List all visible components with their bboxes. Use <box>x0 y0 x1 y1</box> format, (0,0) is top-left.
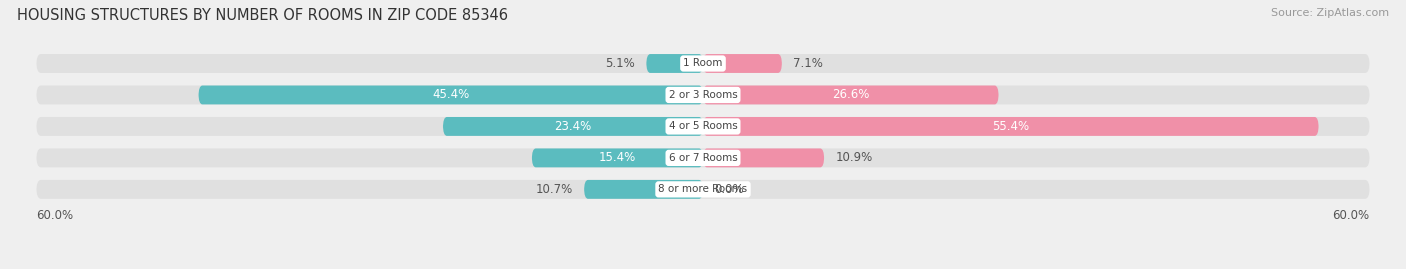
FancyBboxPatch shape <box>531 148 703 167</box>
Text: 23.4%: 23.4% <box>554 120 592 133</box>
Text: Source: ZipAtlas.com: Source: ZipAtlas.com <box>1271 8 1389 18</box>
FancyBboxPatch shape <box>37 117 1369 136</box>
Text: 26.6%: 26.6% <box>832 89 869 101</box>
Text: 60.0%: 60.0% <box>1333 209 1369 222</box>
Text: 2 or 3 Rooms: 2 or 3 Rooms <box>669 90 737 100</box>
FancyBboxPatch shape <box>37 180 1369 199</box>
Text: 15.4%: 15.4% <box>599 151 636 164</box>
FancyBboxPatch shape <box>647 54 703 73</box>
Text: 8 or more Rooms: 8 or more Rooms <box>658 184 748 194</box>
FancyBboxPatch shape <box>583 180 703 199</box>
FancyBboxPatch shape <box>198 86 703 104</box>
FancyBboxPatch shape <box>37 86 1369 104</box>
Text: HOUSING STRUCTURES BY NUMBER OF ROOMS IN ZIP CODE 85346: HOUSING STRUCTURES BY NUMBER OF ROOMS IN… <box>17 8 508 23</box>
Text: 0.0%: 0.0% <box>714 183 744 196</box>
FancyBboxPatch shape <box>37 148 1369 167</box>
Text: 6 or 7 Rooms: 6 or 7 Rooms <box>669 153 737 163</box>
Text: 10.9%: 10.9% <box>835 151 873 164</box>
Text: 10.7%: 10.7% <box>536 183 574 196</box>
FancyBboxPatch shape <box>703 86 998 104</box>
Text: 55.4%: 55.4% <box>993 120 1029 133</box>
FancyBboxPatch shape <box>703 148 824 167</box>
FancyBboxPatch shape <box>703 54 782 73</box>
FancyBboxPatch shape <box>37 54 1369 73</box>
Text: 4 or 5 Rooms: 4 or 5 Rooms <box>669 121 737 132</box>
FancyBboxPatch shape <box>703 117 1319 136</box>
Text: 7.1%: 7.1% <box>793 57 823 70</box>
Text: 5.1%: 5.1% <box>606 57 636 70</box>
Text: 45.4%: 45.4% <box>432 89 470 101</box>
FancyBboxPatch shape <box>443 117 703 136</box>
Text: 1 Room: 1 Room <box>683 58 723 69</box>
Text: 60.0%: 60.0% <box>37 209 73 222</box>
